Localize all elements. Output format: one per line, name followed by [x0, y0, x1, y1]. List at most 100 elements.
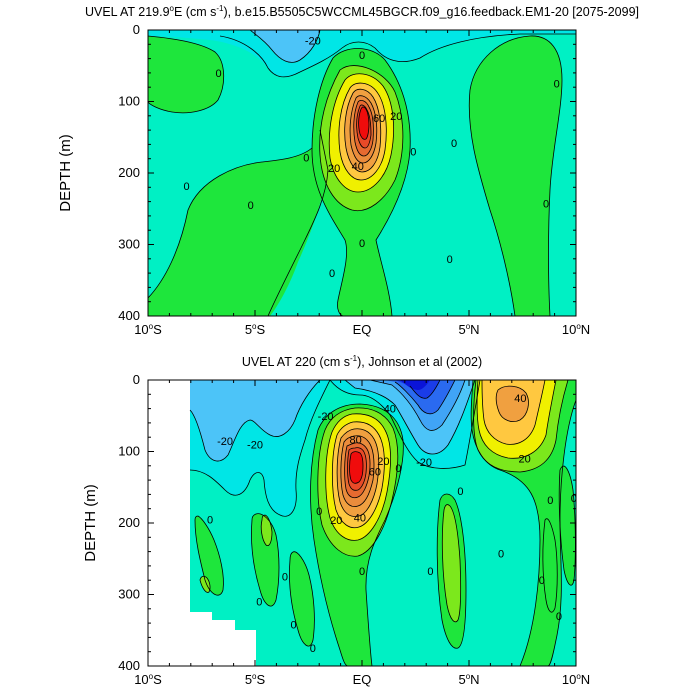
bottom-contour-label: 0	[457, 486, 463, 498]
bottom-contour-label: 0	[310, 643, 316, 655]
top-contour-label: 20	[328, 163, 340, 175]
top-panel: UVEL AT 219.9oE (cm s-1), b.e15.B5505C5W…	[57, 4, 639, 337]
top-surface-westward-band	[148, 30, 576, 77]
top-y-tick-label: 100	[118, 94, 140, 109]
top-contour-line	[148, 147, 313, 299]
top-x-tick-label: 10oN	[562, 322, 590, 337]
top-contour-label: 0	[451, 138, 457, 150]
top-contour-label: 0	[410, 147, 416, 159]
bottom-contour-label: 0	[547, 495, 553, 507]
bottom-contour-label: 0	[395, 463, 401, 475]
bottom-contour-line	[476, 380, 557, 459]
top-contour-line	[249, 30, 321, 63]
top-contour-line	[219, 33, 576, 78]
top-contour-label: 0	[248, 200, 254, 212]
bottom-contour-line	[289, 551, 315, 647]
bottom-x-tick-label: 10oN	[562, 672, 590, 687]
top-contour-label: 0	[447, 254, 453, 266]
bottom-euc-core	[349, 451, 363, 484]
bottom-contour-line	[194, 515, 224, 596]
bottom-contour-line	[470, 380, 541, 666]
top-x-tick-label: 5oN	[458, 322, 479, 337]
bottom-contour-line	[340, 435, 375, 507]
top-contour-line	[353, 100, 374, 157]
top-contour-label: 0	[329, 268, 335, 280]
bottom-deep-blob-7s-inner	[200, 576, 211, 593]
bottom-contour-line	[347, 447, 367, 491]
bottom-contour-field	[190, 380, 576, 666]
bottom-contour-line	[473, 380, 569, 473]
top-contour-label: 20	[390, 111, 402, 123]
bottom-x-tick-label: 5oN	[458, 672, 479, 687]
bottom-necc-40	[496, 386, 529, 422]
bottom-contour-line	[409, 380, 441, 399]
bottom-contour-label: 40	[384, 404, 396, 416]
bottom-contour-line	[310, 429, 349, 666]
bottom-x-tick-label: EQ	[353, 672, 372, 687]
bottom-y-axis-label: DEPTH (m)	[82, 484, 99, 562]
top-contour-line	[356, 104, 372, 149]
bottom-deep-blob-8n	[542, 518, 558, 613]
bottom-x-tick-label: 10oS	[134, 672, 162, 687]
bottom-contour-line	[542, 518, 558, 613]
top-west-deep-eastward	[148, 130, 328, 316]
top-y-tick-label: 0	[133, 22, 140, 37]
top-contour-line	[319, 65, 404, 212]
bottom-contour-label: 0	[359, 566, 365, 578]
bottom-contour-label: 0	[571, 493, 577, 505]
bottom-contour-label: 0	[539, 575, 545, 587]
bottom-contour-line	[260, 514, 273, 547]
bottom-y-tick-label: 0	[133, 372, 140, 387]
bottom-panel-title: UVEL AT 220 (cm s-1), Johnson et al (200…	[242, 354, 482, 369]
bottom-contour-label: 0	[316, 506, 322, 518]
bottom-deep-blob-4n-inner	[442, 504, 461, 622]
bottom-contour-label: 20	[519, 454, 531, 466]
top-contour-line	[338, 82, 387, 181]
bottom-y-tick-label: 100	[118, 444, 140, 459]
bottom-contour-line	[251, 513, 280, 607]
top-contour-label: 0	[303, 152, 309, 164]
top-contour-line	[148, 35, 225, 114]
top-x-tick-label: EQ	[353, 322, 372, 337]
bottom-west-westward-core	[190, 380, 320, 462]
bottom-contour-line	[344, 442, 371, 499]
bottom-panel: UVEL AT 220 (cm s-1), Johnson et al (200…	[82, 354, 590, 687]
bottom-deep-blob-3s	[289, 551, 315, 647]
bottom-deep-blob-7s	[195, 516, 224, 596]
bottom-contour-label: 80	[349, 434, 361, 446]
bottom-contour-label: 0	[556, 611, 562, 623]
top-east-eastward-region	[469, 35, 562, 316]
top-contour-field	[148, 30, 576, 316]
top-contour-line	[344, 88, 382, 173]
bottom-deep-blob-4s-inner	[261, 515, 272, 546]
bottom-contour-label: -20	[247, 439, 263, 451]
top-contour-line	[332, 48, 411, 316]
top-contour-line	[311, 57, 347, 316]
bottom-y-tick-label: 300	[118, 587, 140, 602]
top-contour-label: -20	[305, 36, 321, 48]
top-x-tick-label: 10oS	[134, 322, 162, 337]
bottom-contour-line	[547, 399, 576, 666]
bottom-contour-label: 0	[498, 549, 504, 561]
top-contour-label: 0	[183, 181, 189, 193]
bottom-contour-label: 20	[377, 456, 389, 468]
top-y-tick-label: 400	[118, 308, 140, 323]
bottom-contour-line	[344, 380, 476, 455]
top-y-tick-label: 300	[118, 237, 140, 252]
bottom-contour-label: 0	[282, 572, 288, 584]
bottom-no-data-mask	[148, 380, 256, 666]
bottom-contour-line	[325, 413, 391, 541]
top-contour-label: 60	[373, 113, 385, 125]
bottom-contour-lines	[189, 380, 576, 666]
top-contour-label: 0	[216, 68, 222, 80]
bottom-contour-label: 0	[427, 566, 433, 578]
top-contour-label: 0	[543, 199, 549, 211]
top-contour-line	[328, 73, 394, 193]
bottom-contour-line	[336, 428, 380, 517]
bottom-contour-line	[481, 380, 546, 445]
bottom-contour-line	[331, 421, 385, 529]
top-contour-line	[468, 89, 516, 316]
bottom-contour-label: 0	[290, 620, 296, 632]
bottom-contour-line	[394, 380, 456, 415]
